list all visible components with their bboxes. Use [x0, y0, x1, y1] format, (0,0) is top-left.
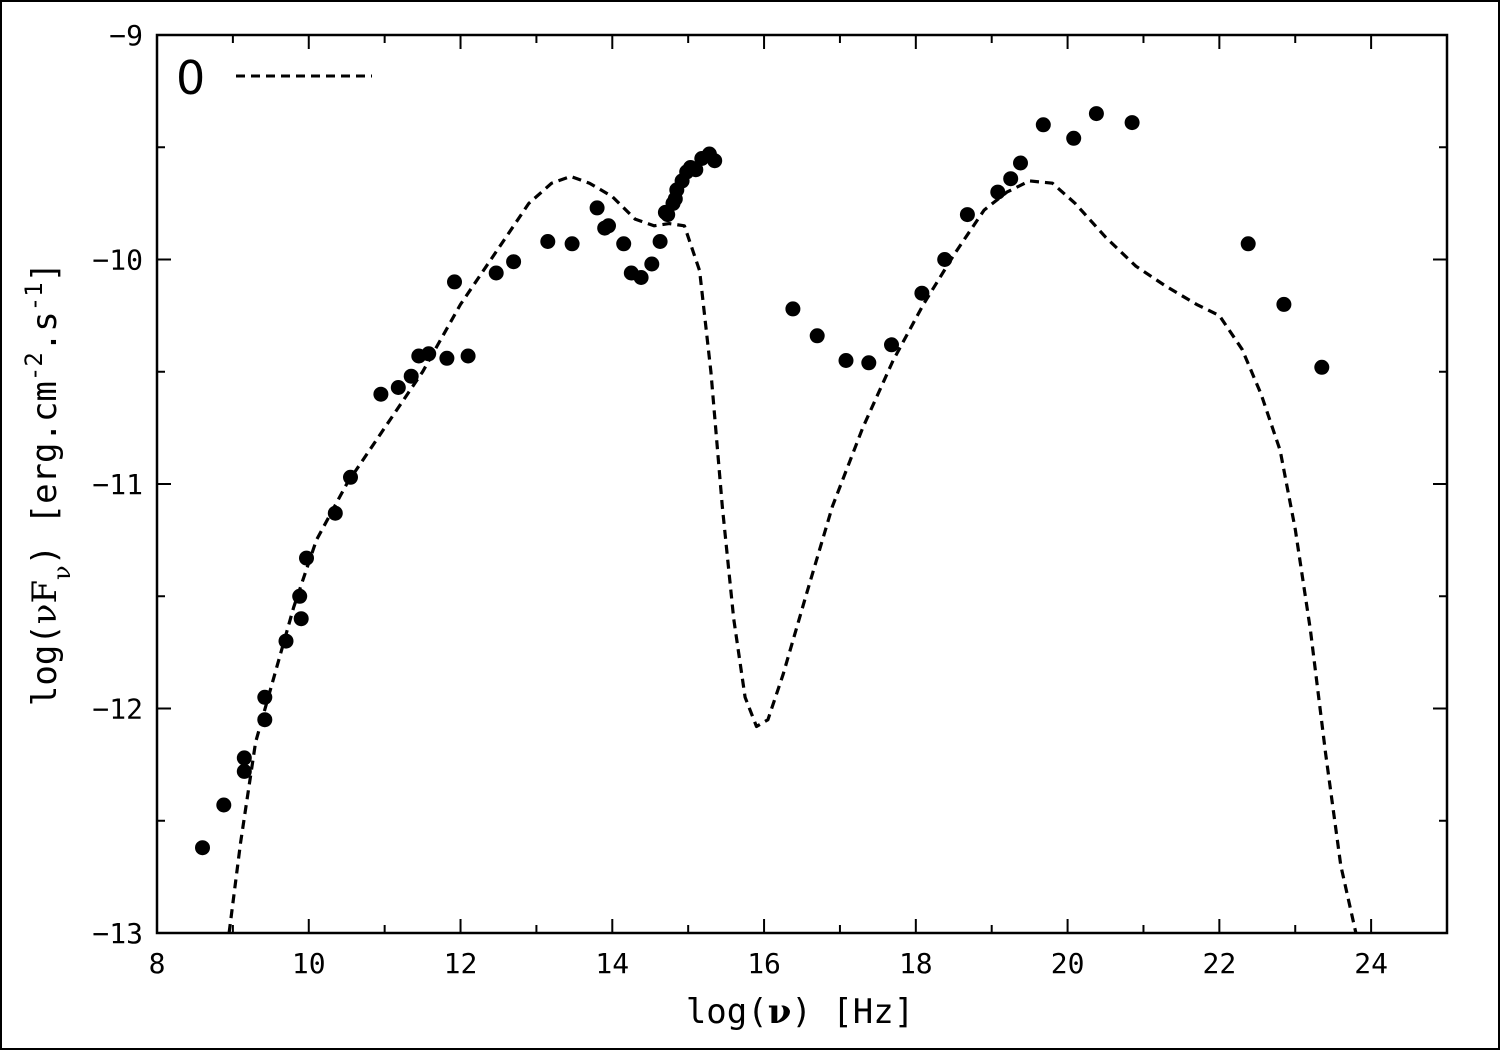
data-point [652, 234, 668, 249]
x-tick-label: 12 [444, 947, 478, 980]
y-tick-label: −13 [92, 917, 143, 950]
data-point [1240, 236, 1256, 252]
data-point [540, 234, 556, 249]
legend-label: 0 [176, 51, 205, 105]
data-point [236, 750, 252, 766]
x-axis-title: log(ν) [Hz] [686, 992, 914, 1032]
x-tick-label: 10 [292, 947, 326, 980]
data-point [327, 505, 343, 521]
data-point [937, 252, 953, 267]
data-point [1013, 155, 1028, 171]
data-point [195, 840, 210, 856]
axis-ticks [156, 34, 1448, 934]
y-axis-title-subscript: ν [48, 565, 76, 580]
x-tick-label: 24 [1354, 947, 1388, 980]
data-point [785, 301, 801, 317]
legend: 0 [176, 51, 372, 105]
data-point [990, 184, 1006, 200]
data-points-layer [195, 106, 1330, 856]
data-point [421, 346, 437, 362]
data-point [439, 350, 455, 366]
x-axis-title-symbol: ν [768, 992, 792, 1032]
data-point [884, 337, 899, 353]
data-point [688, 162, 704, 178]
data-point [403, 368, 419, 384]
data-point [660, 207, 676, 223]
x-tick-label: 16 [747, 947, 781, 980]
data-point [293, 611, 309, 627]
data-point [506, 254, 522, 270]
plot-area [155, 33, 1449, 935]
y-axis-title-exp-b: -1 [20, 282, 48, 311]
data-point [1314, 359, 1330, 375]
y-axis-title-prefix: log [25, 645, 65, 706]
x-tick-label: 20 [1051, 947, 1085, 980]
data-point [838, 353, 854, 368]
x-tick-label: 8 [149, 947, 166, 980]
y-tick-label: −12 [92, 693, 143, 726]
data-point [1276, 296, 1292, 312]
data-point [809, 328, 825, 344]
x-tick-label: 14 [595, 947, 629, 980]
data-point [564, 236, 580, 252]
data-point [216, 797, 232, 813]
data-point [257, 689, 273, 705]
y-tick-label: −9 [109, 19, 143, 52]
data-point [616, 236, 632, 252]
data-point [1003, 171, 1019, 187]
data-point [1035, 117, 1051, 133]
y-axis-title: log(νFν) [erg.cm-2.s-1] [20, 262, 76, 706]
data-point [390, 380, 406, 395]
y-tick-label: −10 [92, 244, 143, 277]
data-point [257, 712, 273, 728]
data-point [707, 153, 723, 169]
y-axis-title-unit-b: .s [25, 311, 65, 352]
data-point [460, 348, 476, 364]
x-tick-label: 18 [899, 947, 933, 980]
data-point [488, 265, 504, 281]
tick-labels: 8 10 12 14 16 18 20 22 24 −13 −12 −11 −10 −9 [92, 19, 1388, 980]
data-point [861, 355, 877, 371]
data-point [959, 207, 975, 223]
x-tick-label: 22 [1202, 947, 1236, 980]
data-point [644, 256, 660, 272]
data-point [1124, 115, 1140, 131]
data-point [914, 285, 930, 301]
data-point [1066, 130, 1082, 146]
y-tick-label: −11 [92, 468, 143, 501]
y-axis-title-symbol: νF [25, 580, 65, 624]
y-axis-title-unit-a: [erg.cm [25, 381, 65, 524]
data-point [292, 588, 308, 604]
x-axis-title-unit: [Hz] [832, 992, 914, 1032]
data-point [236, 763, 252, 779]
data-point [601, 218, 616, 234]
data-point [1088, 106, 1104, 122]
data-point [633, 270, 649, 285]
data-point [447, 274, 462, 290]
data-point [343, 469, 358, 485]
data-point [373, 386, 389, 402]
y-axis-title-exp-a: -2 [20, 352, 48, 381]
x-axis-title-prefix: log [686, 992, 747, 1032]
data-point [299, 550, 314, 566]
data-point [589, 200, 605, 216]
data-point [278, 633, 294, 649]
y-axis-title-unit-c: ] [25, 262, 65, 282]
